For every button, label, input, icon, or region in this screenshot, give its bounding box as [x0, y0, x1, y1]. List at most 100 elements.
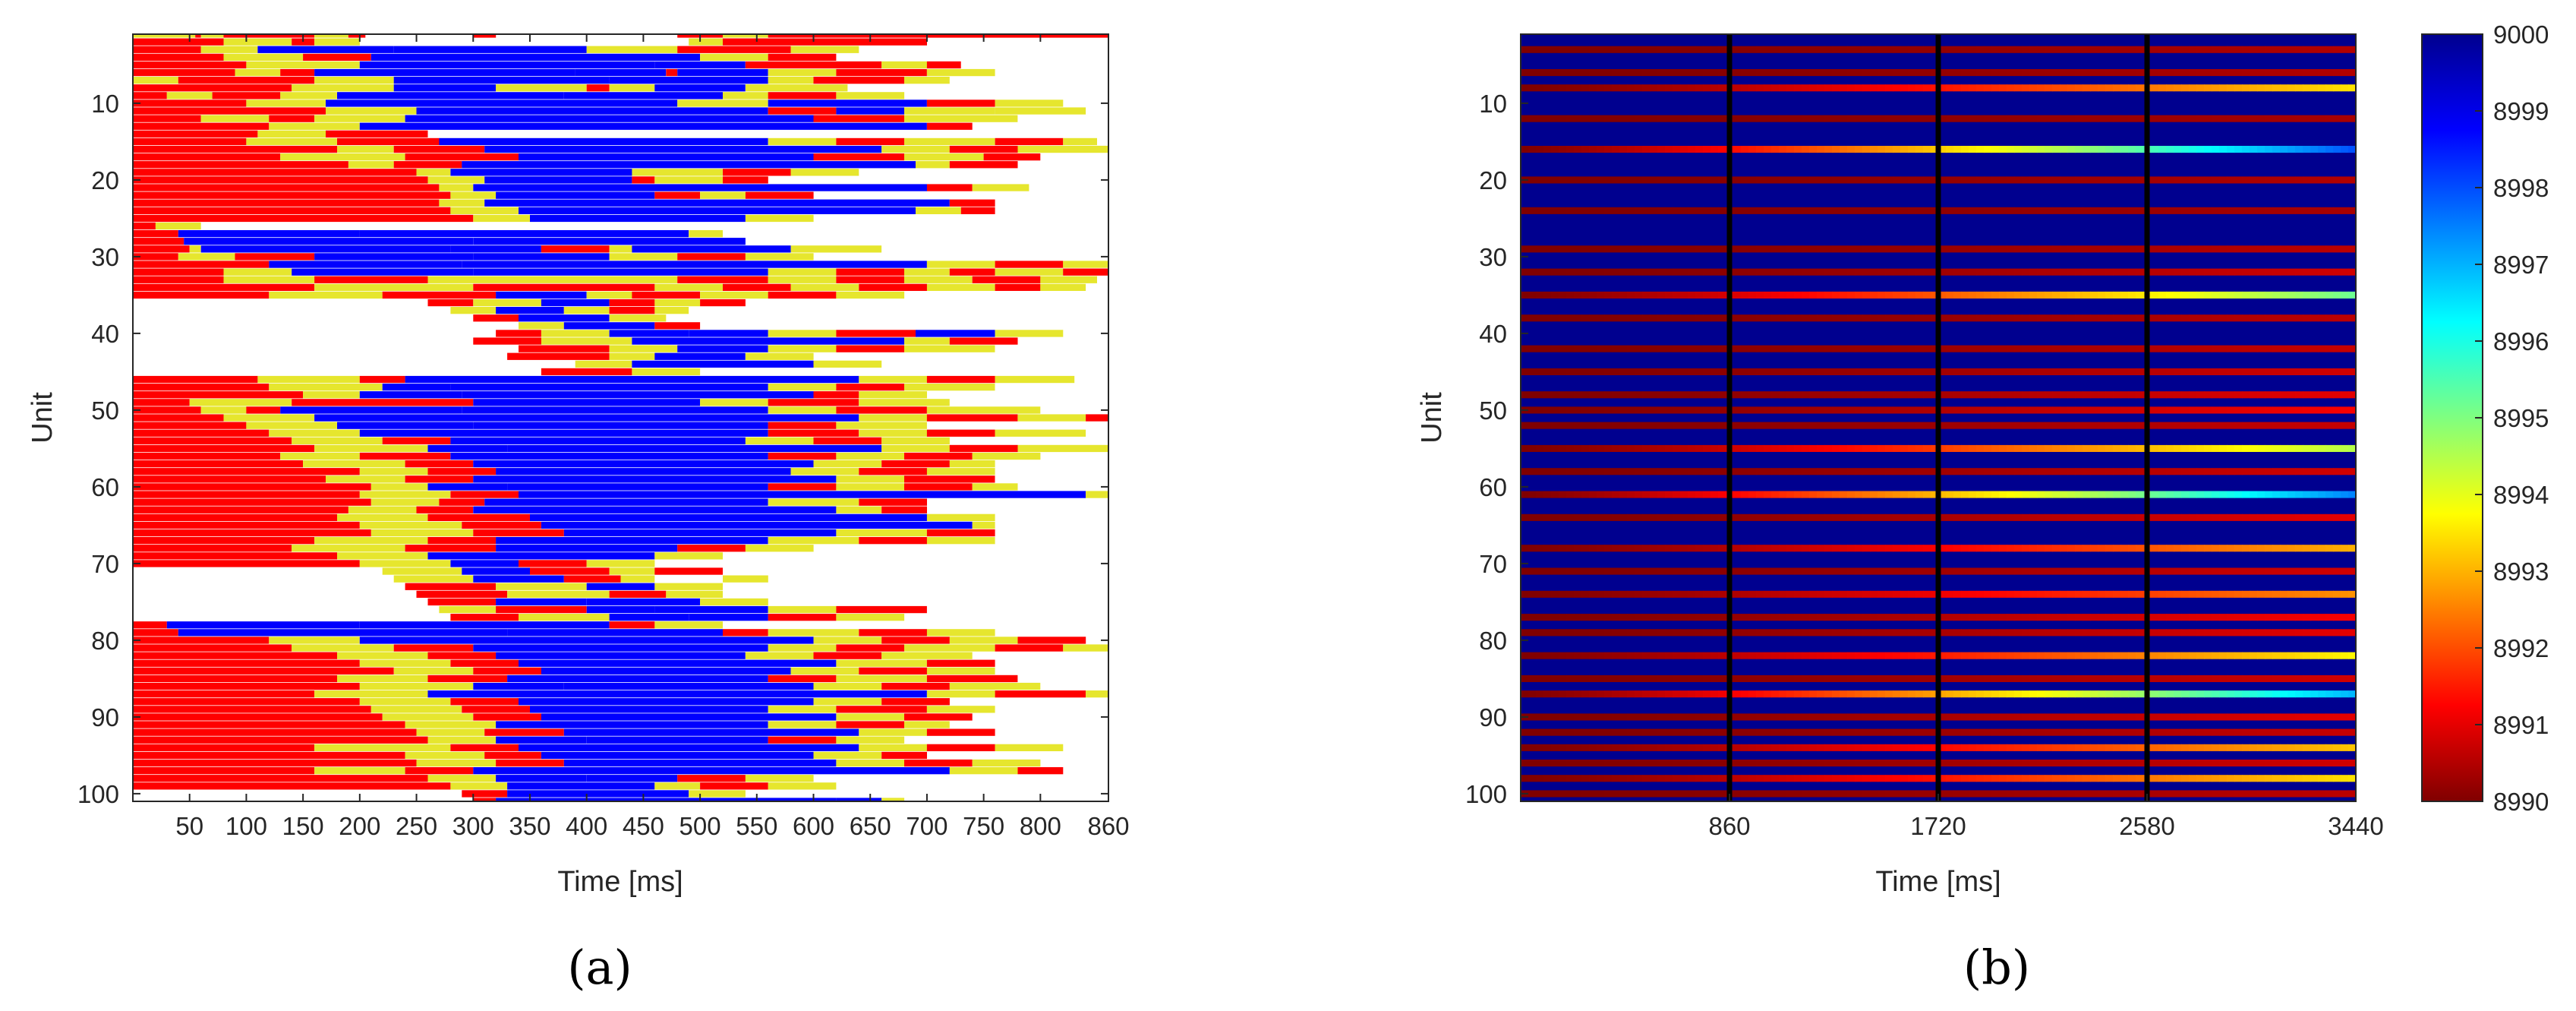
- state-segment: [314, 34, 348, 38]
- heatmap-cell: [1931, 614, 1939, 621]
- heatmap-cell: [2234, 760, 2243, 767]
- heatmap-cell: [1885, 491, 1893, 498]
- heatmap-cell: [2090, 391, 2098, 399]
- heatmap-cell: [2045, 567, 2053, 575]
- heatmap-cell: [2022, 84, 2030, 92]
- heatmap-cell: [1551, 713, 1559, 721]
- heatmap-cell: [1619, 790, 1628, 798]
- heatmap-cell: [2310, 614, 2319, 621]
- heatmap-cell: [2348, 775, 2357, 782]
- heatmap-cell: [1771, 245, 1780, 253]
- state-segment: [462, 706, 530, 713]
- state-segment: [507, 675, 768, 683]
- heatmap-cell: [2333, 84, 2341, 92]
- heatmap-cell: [2128, 760, 2136, 767]
- heatmap-cell: [2166, 513, 2174, 521]
- heatmap-cell: [2174, 513, 2182, 521]
- heatmap-cell: [1665, 675, 1673, 682]
- state-segment: [790, 46, 859, 53]
- heatmap-cell: [2212, 567, 2220, 575]
- state-segment: [813, 698, 882, 706]
- heatmap-cell: [1589, 744, 1597, 751]
- heatmap-cell: [1756, 268, 1764, 276]
- state-segment: [972, 759, 1041, 767]
- heatmap-cell: [1969, 268, 1977, 276]
- heatmap-cell: [2037, 690, 2045, 698]
- heatmap-cell: [1984, 115, 1992, 122]
- heatmap-cell: [1893, 567, 1901, 575]
- heatmap-cell: [2098, 491, 2106, 498]
- heatmap-cell: [1991, 268, 2000, 276]
- state-segment: [654, 352, 746, 360]
- heatmap-cell: [1574, 268, 1582, 276]
- heatmap-cell: [1756, 115, 1764, 122]
- heatmap-cell: [1536, 690, 1544, 698]
- heatmap-cell: [2303, 652, 2311, 659]
- state-segment: [916, 161, 950, 169]
- heatmap-cell: [1604, 268, 1613, 276]
- heatmap-cell: [1764, 567, 1772, 575]
- heatmap-cell: [1764, 652, 1772, 659]
- heatmap-cell: [2105, 713, 2114, 721]
- heatmap-cell: [1559, 491, 1567, 498]
- state-segment: [223, 276, 314, 283]
- heatmap-cell: [1802, 245, 1810, 253]
- heatmap-cell: [1536, 391, 1544, 399]
- heatmap-cell: [1931, 675, 1939, 682]
- heatmap-cell: [2204, 391, 2212, 399]
- state-segment: [768, 429, 859, 437]
- colorbar-ticks: 9000899989988997899689958994899389928991…: [2475, 21, 2549, 816]
- heatmap-cell: [1619, 84, 1628, 92]
- heatmap-cell: [1695, 468, 1704, 475]
- heatmap-cell: [2113, 652, 2121, 659]
- state-segment: [462, 406, 768, 414]
- heatmap-cell: [1953, 422, 1962, 429]
- state-segment: [133, 161, 348, 169]
- heatmap-cell: [1938, 614, 1947, 621]
- heatmap-cell: [1657, 444, 1666, 452]
- state-segment: [348, 506, 417, 513]
- heatmap-cell: [1847, 268, 1856, 276]
- heatmap-cell: [1961, 314, 1969, 322]
- heatmap-cell: [1786, 590, 1795, 598]
- heatmap-cell: [1786, 406, 1795, 414]
- heatmap-cell: [1847, 314, 1856, 322]
- heatmap-cell: [1862, 69, 1871, 77]
- heatmap-cell: [2280, 760, 2288, 767]
- state-segment: [427, 537, 497, 545]
- state-segment: [133, 460, 304, 468]
- heatmap-cell: [1543, 744, 1552, 751]
- heatmap-cell: [2310, 491, 2319, 498]
- heatmap-cell: [1551, 652, 1559, 659]
- heatmap-cell: [1908, 368, 1916, 375]
- heatmap-cell: [2242, 614, 2250, 621]
- heatmap-cell: [2174, 590, 2182, 598]
- heatmap-cell: [2265, 146, 2273, 153]
- heatmap-cell: [1915, 491, 1924, 498]
- heatmap-cell: [1817, 146, 1825, 153]
- heatmap-cell: [2204, 652, 2212, 659]
- heatmap-cell: [1612, 775, 1620, 782]
- heatmap-cell: [2303, 690, 2311, 698]
- heatmap-cell: [1976, 444, 1985, 452]
- heatmap-cell: [1657, 728, 1666, 736]
- state-segment: [405, 545, 497, 552]
- heatmap-cell: [1817, 368, 1825, 375]
- heatmap-cell: [1847, 713, 1856, 721]
- heatmap-cell: [1771, 291, 1780, 299]
- heatmap-cell: [2128, 84, 2136, 92]
- heatmap-cell: [1915, 675, 1924, 682]
- heatmap-cell: [2303, 291, 2311, 299]
- state-segment: [427, 299, 474, 307]
- heatmap-cell: [1741, 690, 1749, 698]
- heatmap-cell: [2075, 468, 2083, 475]
- heatmap-cell: [2280, 513, 2288, 521]
- heatmap-cell: [2257, 468, 2265, 475]
- heatmap-cell: [1870, 207, 1878, 214]
- panel-b-boundaries: [1726, 34, 2150, 801]
- heatmap-cell: [2098, 245, 2106, 253]
- heatmap-cell: [1908, 345, 1916, 352]
- heatmap-cell: [2227, 775, 2235, 782]
- heatmap-cell: [1893, 176, 1901, 184]
- heatmap-cell: [2318, 245, 2326, 253]
